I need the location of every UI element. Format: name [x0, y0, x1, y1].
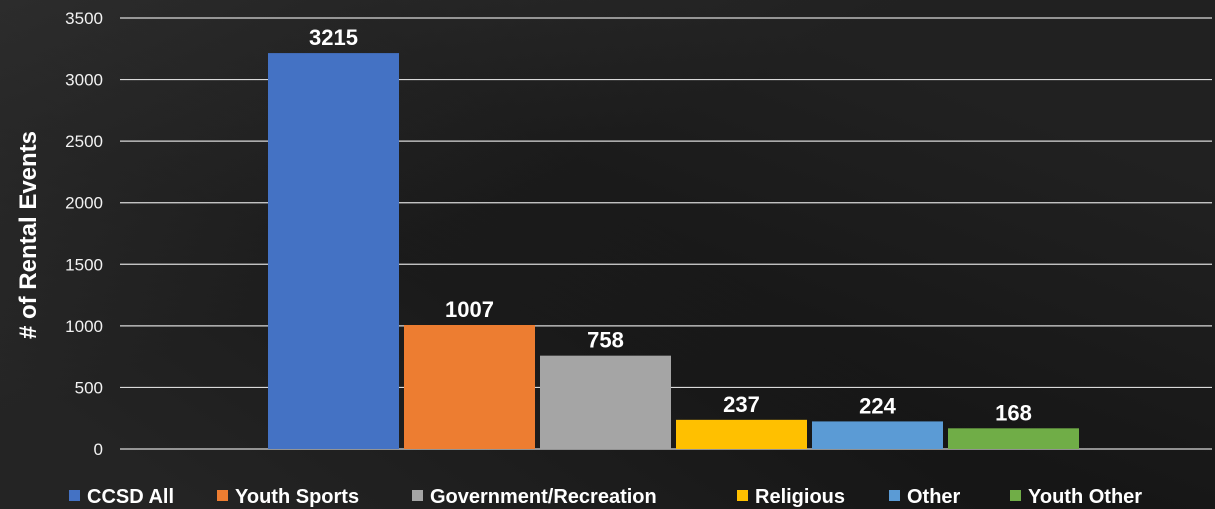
y-tick-label: 1000 — [65, 317, 103, 336]
legend-swatch — [217, 490, 228, 501]
bar — [812, 421, 943, 449]
bar — [268, 53, 399, 450]
bar — [948, 428, 1079, 449]
y-tick-label: 3500 — [65, 9, 103, 28]
y-tick-label: 3000 — [65, 71, 103, 90]
legend-label: Religious — [755, 486, 845, 508]
legend-swatch — [737, 490, 748, 501]
y-tick-label: 2500 — [65, 132, 103, 151]
legend: CCSD All Youth Sports Government/Recreatio… — [69, 486, 1142, 508]
data-label: 1007 — [445, 297, 494, 322]
bar — [540, 355, 671, 449]
data-label: 758 — [587, 328, 624, 353]
data-label: 237 — [723, 392, 760, 417]
y-tick-label: 2000 — [65, 194, 103, 213]
legend-label: CCSD All — [87, 486, 174, 508]
bar — [676, 419, 807, 449]
bar — [404, 324, 535, 449]
bars — [268, 53, 1079, 450]
data-label: 3215 — [309, 25, 358, 50]
legend-label: Other — [907, 486, 961, 508]
y-axis-label: # of Rental Events — [15, 131, 42, 339]
data-label: 224 — [859, 393, 896, 418]
legend-swatch — [889, 490, 900, 501]
data-label: 168 — [995, 400, 1032, 425]
y-axis-ticks: 0 500 1000 1500 2000 2500 3000 3500 — [65, 9, 103, 459]
legend-label: Youth Other — [1028, 486, 1142, 508]
legend-swatch — [412, 490, 423, 501]
y-tick-label: 1500 — [65, 255, 103, 274]
legend-swatch — [69, 490, 80, 501]
y-tick-label: 0 — [94, 440, 103, 459]
legend-label: Government/Recreation — [430, 486, 657, 508]
data-labels: 3215 1007 758 237 224 168 — [309, 25, 1032, 425]
legend-swatch — [1010, 490, 1021, 501]
legend-label: Youth Sports — [235, 486, 359, 508]
y-tick-label: 500 — [75, 378, 103, 397]
